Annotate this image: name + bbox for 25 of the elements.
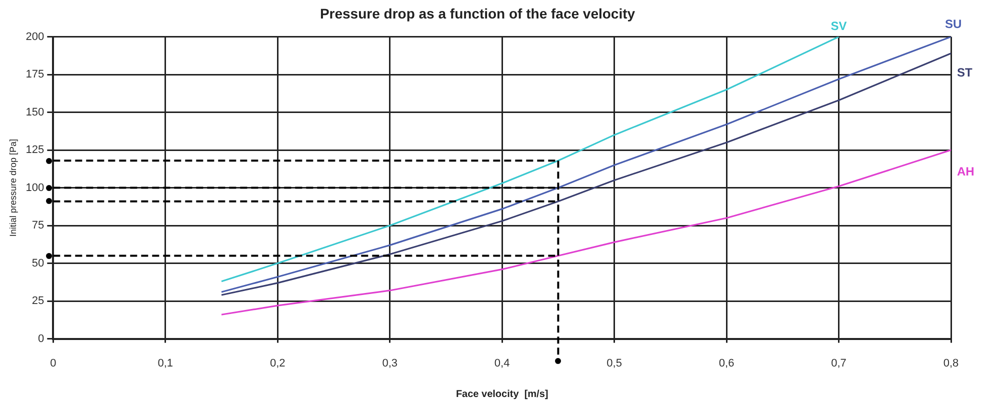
x-tick-label: 0,7 — [831, 357, 846, 370]
x-tick-label: 0,6 — [718, 357, 734, 370]
y-tick-label: 100 — [26, 182, 44, 194]
y-tick-label: 0 — [38, 332, 44, 345]
series-label: AH — [957, 164, 974, 178]
series-label: SU — [945, 17, 962, 32]
series-label: SV — [830, 19, 847, 34]
chart-title: Pressure drop as a function of the face velocity — [320, 5, 636, 22]
x-axis-title: Face velocity [m/s] — [456, 388, 548, 400]
y-tick-label: 125 — [26, 144, 44, 156]
y-tick-label: 75 — [32, 220, 44, 232]
y-tick-label: 25 — [32, 295, 44, 308]
y-tick-label: 200 — [26, 30, 44, 43]
x-tick-label: 0,2 — [270, 357, 286, 370]
y-tick-label: 150 — [26, 106, 44, 118]
x-tick-label: 0,3 — [382, 357, 398, 370]
y-axis-title: Initial pressure drop [Pa] — [8, 139, 18, 237]
x-tick-label: 0,5 — [606, 357, 622, 370]
y-tick-label: 175 — [26, 68, 44, 81]
series-label: ST — [957, 66, 974, 80]
x-tick-label: 0,8 — [943, 357, 959, 370]
x-tick-label: 0,4 — [494, 357, 510, 370]
y-tick-label: 50 — [32, 257, 44, 270]
x-tick-label: 0 — [50, 357, 56, 370]
x-tick-label: 0,1 — [158, 357, 174, 370]
